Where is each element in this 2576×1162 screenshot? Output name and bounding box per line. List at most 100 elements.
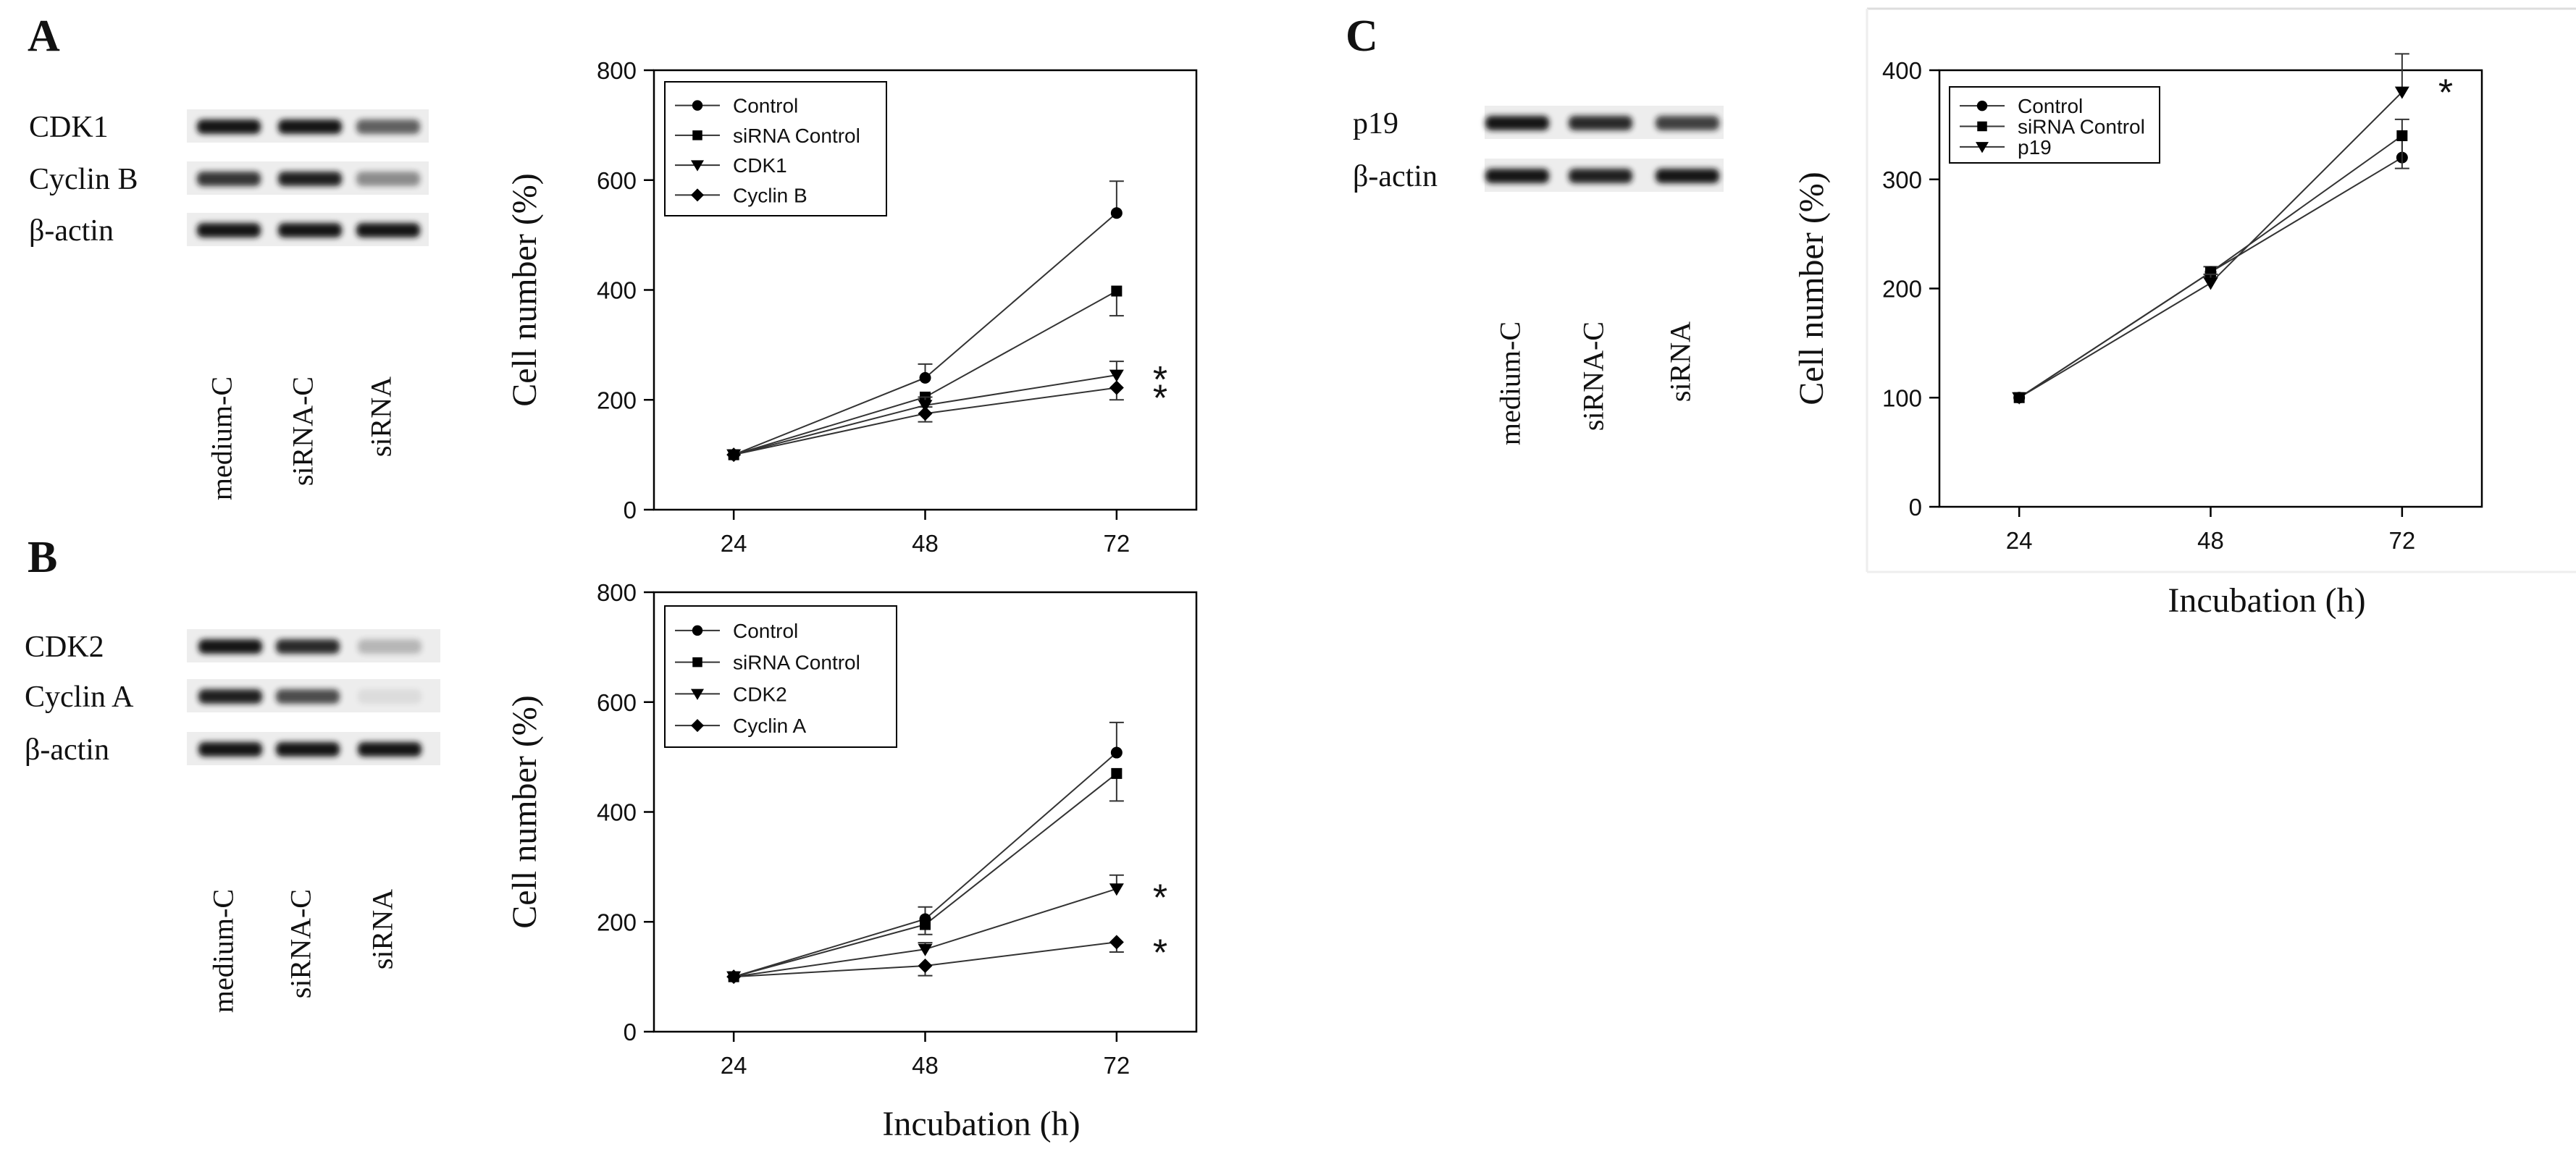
blot-band <box>356 223 420 237</box>
data-point <box>919 371 931 384</box>
y-axis-label: Cell number (%) <box>505 695 544 929</box>
y-tick-label: 600 <box>597 167 637 194</box>
panel-letter-C: C <box>1346 12 1378 61</box>
data-point <box>1109 380 1124 395</box>
y-tick-label: 0 <box>1909 494 1922 521</box>
legend-label: Control <box>733 95 798 117</box>
legend-label: p19 <box>2018 136 2052 159</box>
data-point <box>691 188 704 202</box>
blot-band <box>276 742 340 757</box>
y-tick-label: 200 <box>597 387 637 413</box>
blot-band <box>278 172 342 186</box>
blot-band <box>278 119 342 134</box>
x-tick-label: 72 <box>2388 527 2415 554</box>
blot-band <box>198 742 262 757</box>
panel-letter-B: B <box>28 533 57 582</box>
data-point <box>1976 100 1988 111</box>
x-tick-label: 72 <box>1103 530 1130 557</box>
western-blot-C: p19 β-actin medium-C siRNA-C siRNA <box>1353 106 1724 445</box>
x-tick-label: 48 <box>912 530 939 557</box>
legend-label: siRNA Control <box>733 125 860 147</box>
y-tick-label: 200 <box>597 909 637 935</box>
legend-box <box>664 605 897 748</box>
blot-band <box>1656 169 1719 183</box>
blot-row-label: β-actin <box>25 733 109 767</box>
y-tick-label: 800 <box>597 579 637 606</box>
data-point <box>691 160 704 172</box>
blot-lane-label: siRNA <box>1664 321 1697 402</box>
x-tick-label: 48 <box>2197 527 2224 554</box>
y-tick-label: 200 <box>1882 276 1922 303</box>
blot-row-label: CDK1 <box>29 111 109 144</box>
blot-lane-label: medium-C <box>206 376 238 500</box>
data-point <box>692 130 702 140</box>
y-axis-label: Cell number (%) <box>505 173 544 407</box>
blot-band <box>197 119 261 134</box>
data-point <box>1109 883 1124 896</box>
chart-panel-B: 0 200 400 600 800 24 48 72 Cell number (%) Incuba… <box>505 579 1198 1143</box>
data-point <box>2396 130 2408 141</box>
data-point <box>1109 935 1124 950</box>
data-point <box>692 625 703 636</box>
significance-star: * <box>2438 72 2453 114</box>
blot-band <box>1656 116 1719 130</box>
blot-band <box>1569 169 1632 183</box>
blot-band <box>356 172 420 186</box>
blot-row-label: p19 <box>1353 107 1398 140</box>
blot-band <box>356 119 420 134</box>
x-tick-label: 48 <box>912 1052 939 1079</box>
blot-band <box>358 689 421 704</box>
x-tick-label: 24 <box>721 530 747 557</box>
data-point <box>1111 767 1123 779</box>
x-tick-label: 72 <box>1103 1052 1130 1079</box>
y-tick-label: 400 <box>597 277 637 304</box>
legend-label: Cyclin A <box>733 715 806 737</box>
y-tick-label: 300 <box>1882 167 1922 193</box>
data-point <box>1110 746 1123 759</box>
blot-lane-label: siRNA-C <box>287 376 319 486</box>
data-point <box>691 689 704 700</box>
series-cyclin-b <box>726 380 1124 463</box>
blot-band <box>276 689 340 704</box>
y-tick-label: 100 <box>1882 384 1922 411</box>
blot-band <box>358 742 421 757</box>
panel-letter-A: A <box>28 12 60 61</box>
data-point <box>726 969 742 985</box>
blot-band <box>1485 116 1549 130</box>
western-blot-B: CDK2 Cyclin A β-actin medium-C siRNA-C siRNA <box>25 629 440 1013</box>
series-p19 <box>2012 53 2409 405</box>
blot-lane-label: siRNA-C <box>285 889 317 998</box>
data-point <box>726 447 742 463</box>
blot-lane-label: siRNA <box>366 889 399 969</box>
blot-row-label: β-actin <box>29 214 114 248</box>
series-cyclin-a <box>726 935 1124 985</box>
legend: Control siRNA Control CDK1 Cyclin B <box>664 81 887 216</box>
x-axis-label: Incubation (h) <box>882 1105 1080 1143</box>
significance-star: * <box>1153 359 1167 401</box>
blot-band <box>198 689 262 704</box>
data-point <box>692 100 703 111</box>
data-point <box>918 406 933 421</box>
x-axis-label: Incubation (h) <box>2168 581 2365 620</box>
data-point <box>1977 121 1987 132</box>
blot-band <box>198 639 262 654</box>
blot-band <box>276 639 340 654</box>
blot-lane-label: siRNA-C <box>1577 321 1610 431</box>
y-tick-label: 800 <box>597 57 637 84</box>
legend-label: Cyclin B <box>733 184 807 206</box>
western-blot-A: CDK1 Cyclin B β-actin medium-C siRNA-C siRNA <box>29 109 429 500</box>
legend-label: siRNA Control <box>733 652 860 674</box>
x-tick-label: 24 <box>721 1052 747 1079</box>
data-point <box>2012 392 2027 405</box>
blot-row-label: Cyclin B <box>29 163 138 196</box>
data-point <box>1110 207 1123 219</box>
y-tick-label: 600 <box>597 689 637 716</box>
legend-label: Control <box>733 620 798 642</box>
data-point <box>2203 277 2218 290</box>
data-point <box>691 719 704 733</box>
blot-row-label: Cyclin A <box>25 681 134 714</box>
y-tick-label: 400 <box>597 799 637 826</box>
legend-label: CDK2 <box>733 683 787 705</box>
data-point <box>692 657 702 668</box>
